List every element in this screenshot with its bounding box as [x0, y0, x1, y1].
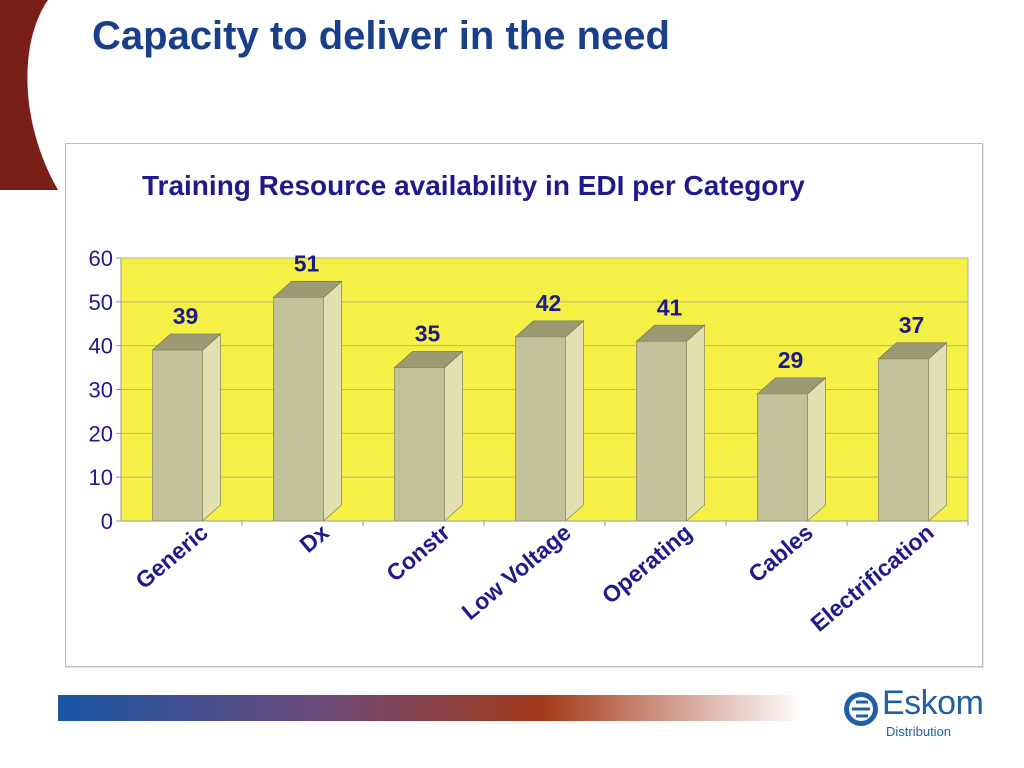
bar [878, 358, 929, 522]
data-label: 35 [415, 321, 441, 347]
y-tick-label: 40 [89, 334, 113, 359]
data-label: 51 [294, 250, 320, 276]
x-tick-label: Low Voltage [457, 519, 576, 625]
y-tick-label: 20 [89, 421, 113, 446]
data-label: 39 [173, 303, 199, 329]
slide-title: Capacity to deliver in the need [92, 14, 670, 58]
bar [515, 336, 566, 522]
x-tick-label: Generic [130, 519, 212, 594]
bar-side [202, 333, 221, 522]
y-tick-label: 50 [89, 290, 113, 315]
bar-side [444, 350, 463, 522]
y-axis: 0 10 20 30 40 50 60 [89, 246, 121, 534]
bars [151, 280, 948, 522]
y-tick-label: 30 [89, 378, 113, 403]
logo-name: Eskom [882, 684, 984, 722]
gridlines [121, 257, 968, 478]
x-tick-label: Constr [381, 519, 455, 587]
bar [636, 340, 687, 522]
x-tick-label: Cables [743, 519, 818, 587]
x-axis: Generic Dx Constr Low Voltage Operating Cable… [130, 519, 969, 637]
x-tick-label: Operating [597, 519, 697, 609]
bar-side [323, 280, 342, 522]
y-tick-label: 0 [101, 509, 113, 534]
data-labels: 39 51 35 42 41 29 37 [173, 250, 925, 372]
bar [757, 393, 808, 522]
eskom-logo-icon [844, 692, 878, 726]
data-label: 29 [778, 347, 804, 373]
x-tick-label: Electrification [805, 519, 938, 637]
data-label: 41 [657, 294, 683, 320]
corner-decoration [0, 0, 58, 190]
bar-side [686, 324, 705, 522]
y-tick-label: 10 [89, 465, 113, 490]
footer-gradient-bar [58, 695, 803, 721]
logo-subtitle: Distribution [886, 724, 952, 739]
eskom-logo: Eskom Distribution [842, 684, 992, 742]
x-tick-label: Dx [294, 519, 333, 558]
bar [152, 349, 203, 522]
bar-side [928, 341, 947, 522]
bar [273, 297, 324, 522]
bar-side [565, 320, 584, 522]
y-tick-label: 60 [89, 246, 113, 271]
bar-side [807, 376, 826, 522]
data-label: 42 [536, 290, 562, 316]
bar [394, 367, 445, 522]
data-label: 37 [899, 312, 925, 338]
chart-title: Training Resource availability in EDI pe… [142, 170, 805, 201]
